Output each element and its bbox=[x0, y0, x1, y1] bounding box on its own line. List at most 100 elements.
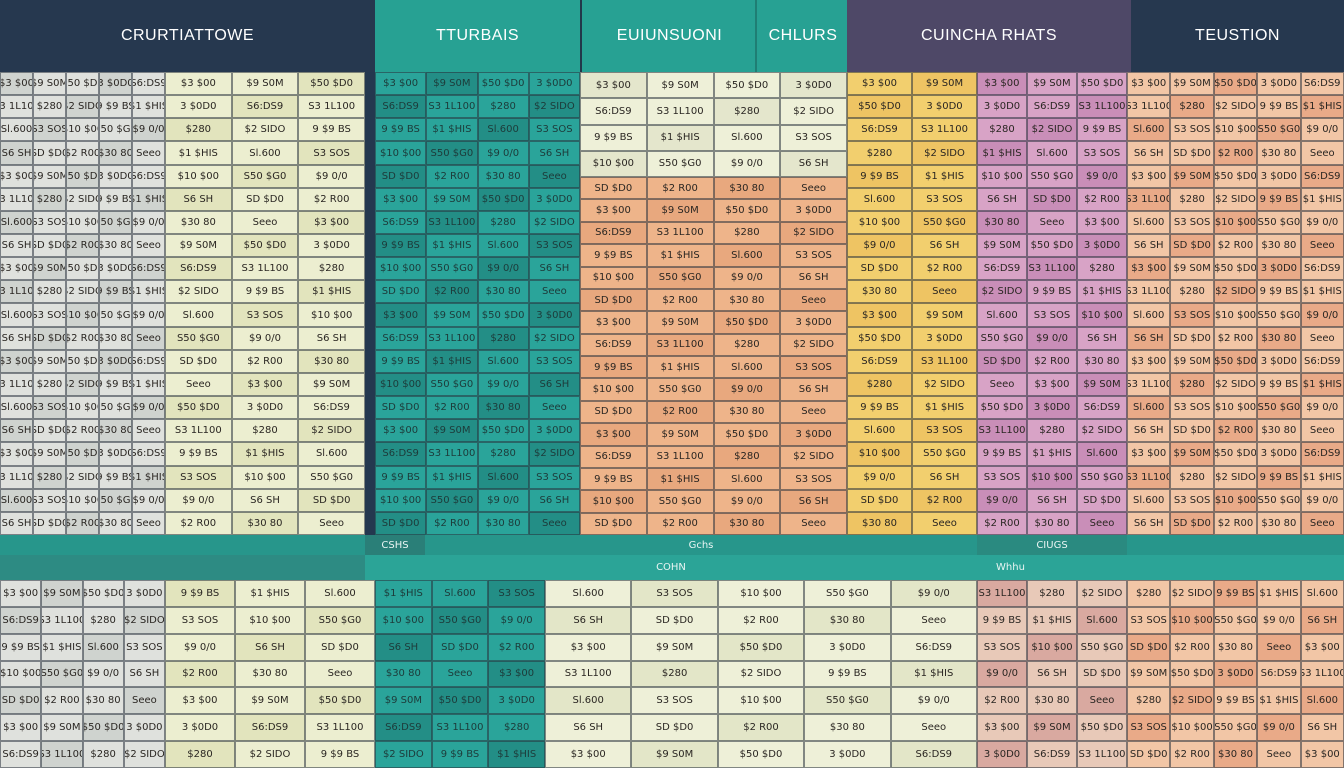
grid-cell[interactable]: $3 $00 bbox=[1300, 741, 1344, 768]
grid-cell[interactable]: $50 $D0 bbox=[165, 396, 232, 420]
grid-cell[interactable]: Sl.600 bbox=[1127, 210, 1171, 235]
grid-cell[interactable]: S50 $G0 bbox=[1257, 396, 1301, 420]
grid-cell[interactable]: 3 $0D0 bbox=[780, 199, 847, 222]
grid-cell[interactable]: $30 80 bbox=[1257, 511, 1301, 535]
grid-cell[interactable]: S3 SOS bbox=[1127, 606, 1171, 634]
grid-cell[interactable]: S50 $G0 bbox=[426, 141, 478, 165]
grid-cell[interactable]: $10 $00 bbox=[165, 164, 232, 188]
grid-cell[interactable]: $30 80 bbox=[99, 234, 132, 258]
grid-cell[interactable]: Sl.600 bbox=[1127, 396, 1171, 420]
grid-cell[interactable]: S6 SH bbox=[528, 257, 580, 281]
grid-cell[interactable]: S6:DS9 bbox=[1077, 396, 1127, 420]
grid-cell[interactable]: 9 $9 BS bbox=[1257, 187, 1301, 211]
grid-cell[interactable]: Sl.600 bbox=[477, 349, 529, 373]
grid-cell[interactable]: $30 80 bbox=[477, 511, 529, 535]
grid-cell[interactable]: S3 SOS bbox=[631, 687, 718, 715]
grid-cell[interactable]: $3 $00 bbox=[0, 442, 33, 466]
grid-cell[interactable]: 9 $9 BS bbox=[375, 465, 427, 489]
grid-cell[interactable]: $10 $00 bbox=[580, 150, 647, 177]
grid-cell[interactable]: S50 $G0 bbox=[1213, 606, 1258, 634]
grid-cell[interactable]: $10 $00 bbox=[1077, 303, 1127, 327]
header-section-3[interactable]: EUIUNSUONI bbox=[580, 0, 757, 72]
grid-cell[interactable]: 9 $9 BS bbox=[99, 372, 132, 397]
grid-cell[interactable]: S50 $G0 bbox=[426, 488, 478, 512]
grid-cell[interactable]: S6 SH bbox=[1127, 234, 1171, 258]
grid-cell[interactable]: $9 0/0 bbox=[477, 372, 529, 397]
grid-cell[interactable]: $9 S0M bbox=[165, 234, 232, 258]
grid-cell[interactable]: $30 80 bbox=[1027, 511, 1077, 535]
grid-cell[interactable]: $3 $00 bbox=[165, 72, 232, 96]
grid-cell[interactable]: $2 SIDO bbox=[1170, 687, 1214, 715]
grid-cell[interactable]: 9 $9 BS bbox=[1077, 118, 1127, 142]
grid-cell[interactable]: $9 0/0 bbox=[132, 210, 165, 235]
grid-cell[interactable]: $280 bbox=[298, 257, 365, 281]
grid-cell[interactable]: S6 SH bbox=[528, 141, 580, 165]
grid-cell[interactable]: $9 0/0 bbox=[1300, 118, 1344, 142]
grid-cell[interactable]: SD $D0 bbox=[580, 288, 647, 312]
grid-cell[interactable]: $280 bbox=[82, 741, 124, 768]
grid-cell[interactable]: S50 $G0 bbox=[99, 303, 132, 327]
grid-cell[interactable]: $9 0/0 bbox=[477, 257, 529, 281]
grid-cell[interactable]: S6:DS9 bbox=[890, 741, 977, 768]
grid-cell[interactable]: S50 $G0 bbox=[1077, 465, 1127, 489]
grid-cell[interactable]: 9 $9 BS bbox=[1213, 580, 1258, 607]
grid-cell[interactable]: S6 SH bbox=[0, 234, 33, 258]
grid-cell[interactable]: $9 S0M bbox=[912, 303, 977, 327]
grid-cell[interactable]: 9 $9 BS bbox=[580, 467, 647, 491]
grid-cell[interactable]: $30 80 bbox=[1077, 349, 1127, 373]
grid-cell[interactable]: S6 SH bbox=[780, 490, 847, 513]
grid-cell[interactable]: S6:DS9 bbox=[375, 326, 427, 350]
grid-cell[interactable]: Sl.600 bbox=[977, 303, 1027, 327]
grid-cell[interactable]: S3 SOS bbox=[33, 118, 66, 142]
grid-cell[interactable]: $1 $HIS bbox=[426, 465, 478, 489]
grid-cell[interactable]: $9 0/0 bbox=[165, 488, 232, 512]
grid-cell[interactable]: Sl.600 bbox=[545, 687, 632, 715]
grid-cell[interactable]: $9 S0M bbox=[426, 419, 478, 443]
grid-cell[interactable]: $1 $HIS bbox=[1257, 687, 1301, 715]
grid-cell[interactable]: $30 80 bbox=[477, 396, 529, 420]
grid-cell[interactable]: Seeo bbox=[780, 288, 847, 312]
grid-cell[interactable]: $50 $D0 bbox=[1213, 257, 1258, 281]
grid-cell[interactable]: $9 0/0 bbox=[847, 465, 912, 489]
grid-cell[interactable]: $1 $HIS bbox=[1027, 606, 1077, 634]
grid-cell[interactable]: $1 $HIS bbox=[426, 349, 478, 373]
grid-cell[interactable]: $50 $D0 bbox=[66, 257, 99, 281]
grid-cell[interactable]: S3 SOS bbox=[528, 349, 580, 373]
grid-cell[interactable]: $2 R00 bbox=[426, 511, 478, 535]
grid-cell[interactable]: $280 bbox=[33, 187, 66, 211]
grid-cell[interactable]: $280 bbox=[1077, 257, 1127, 281]
grid-cell[interactable]: S6:DS9 bbox=[231, 95, 299, 119]
grid-cell[interactable]: $10 $00 bbox=[66, 303, 99, 327]
grid-cell[interactable]: S50 $G0 bbox=[646, 490, 714, 513]
grid-cell[interactable]: $3 $00 bbox=[375, 187, 427, 211]
grid-cell[interactable]: 9 $9 BS bbox=[99, 465, 132, 489]
grid-cell[interactable]: $1 $HIS bbox=[298, 280, 365, 304]
grid-cell[interactable]: S6 SH bbox=[298, 326, 365, 350]
grid-cell[interactable]: $1 $HIS bbox=[646, 356, 714, 379]
grid-cell[interactable]: S6 SH bbox=[528, 372, 580, 397]
grid-cell[interactable]: $1 $HIS bbox=[132, 280, 165, 304]
grid-cell[interactable]: 9 $9 BS bbox=[580, 356, 647, 379]
grid-cell[interactable]: S6 SH bbox=[545, 714, 632, 742]
grid-cell[interactable]: $280 bbox=[33, 280, 66, 304]
grid-cell[interactable]: 3 $0D0 bbox=[1257, 349, 1301, 373]
grid-cell[interactable]: Seeo bbox=[132, 141, 165, 165]
grid-cell[interactable]: $3 $00 bbox=[0, 164, 33, 188]
grid-cell[interactable]: $2 R00 bbox=[1213, 234, 1258, 258]
grid-cell[interactable]: 3 $0D0 bbox=[99, 442, 132, 466]
grid-cell[interactable]: Seeo bbox=[1077, 511, 1127, 535]
grid-cell[interactable]: S50 $G0 bbox=[426, 257, 478, 281]
grid-cell[interactable]: S3 SOS bbox=[780, 124, 847, 151]
grid-cell[interactable]: $30 80 bbox=[477, 164, 529, 188]
grid-cell[interactable]: $10 $00 bbox=[1213, 210, 1258, 235]
grid-cell[interactable]: $10 $00 bbox=[1027, 465, 1077, 489]
grid-cell[interactable]: S3 1L100 bbox=[305, 714, 375, 742]
grid-cell[interactable]: $2 SIDO bbox=[165, 280, 232, 304]
grid-cell[interactable]: $280 bbox=[33, 95, 66, 119]
grid-cell[interactable]: S3 SOS bbox=[780, 467, 847, 491]
grid-cell[interactable]: SD $D0 bbox=[1170, 234, 1214, 258]
grid-cell[interactable]: S3 1L100 bbox=[426, 442, 478, 466]
grid-cell[interactable]: Seeo bbox=[977, 372, 1027, 397]
grid-cell[interactable]: S3 1L100 bbox=[1077, 95, 1127, 119]
grid-cell[interactable]: $2 R00 bbox=[1213, 141, 1258, 165]
